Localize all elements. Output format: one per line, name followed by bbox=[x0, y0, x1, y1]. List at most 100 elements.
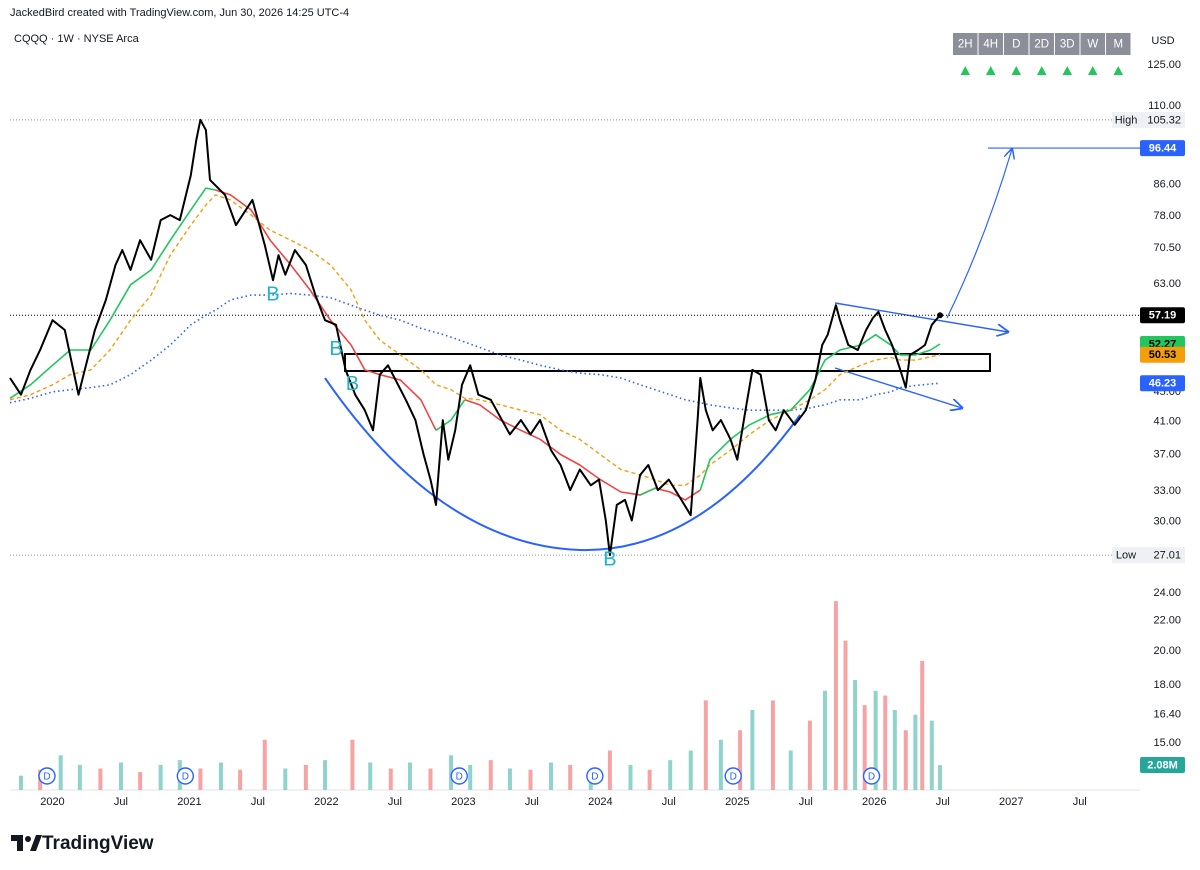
trend-indicator bbox=[1062, 66, 1072, 75]
volume-bar bbox=[938, 765, 943, 790]
x-tick-label: 2021 bbox=[177, 796, 201, 808]
y-tick-label: 37.00 bbox=[1153, 448, 1181, 460]
volume-bar bbox=[218, 762, 223, 790]
volume-bar bbox=[303, 764, 308, 790]
dividend-marker bbox=[724, 767, 742, 785]
extreme-value: 105.32 bbox=[1147, 114, 1181, 126]
dividend-marker bbox=[450, 767, 468, 785]
moving-average bbox=[9, 187, 941, 496]
y-tick-label: 63.00 bbox=[1153, 278, 1181, 290]
timeframe-label: 2D bbox=[1034, 39, 1049, 51]
y-tick-label: 16.40 bbox=[1153, 709, 1181, 721]
pattern-label: B bbox=[346, 373, 359, 395]
cup-arc bbox=[324, 377, 801, 552]
symbol-info: CQQQ · 1W · NYSE Arca bbox=[14, 33, 140, 45]
timeframe-label: D bbox=[1012, 39, 1020, 51]
y-tick-label: 30.00 bbox=[1153, 515, 1181, 527]
volume-bar bbox=[750, 709, 755, 790]
pattern-label: B bbox=[603, 548, 616, 570]
timeframe-label: M bbox=[1113, 39, 1123, 51]
volume-badge: 2.08M bbox=[1147, 759, 1178, 771]
volume-bar bbox=[18, 775, 23, 790]
dividend-marker bbox=[862, 767, 881, 785]
volume-bar bbox=[283, 768, 288, 790]
extreme-value-bg bbox=[1140, 547, 1185, 564]
y-tick-label: 70.50 bbox=[1153, 242, 1181, 254]
timeframe-button bbox=[953, 33, 978, 55]
volume-bar bbox=[368, 762, 373, 790]
price-badge: 57.19 bbox=[1149, 310, 1177, 322]
volume-bar bbox=[607, 750, 612, 790]
volume-bar bbox=[323, 760, 328, 790]
extreme-label-bg bbox=[1112, 547, 1140, 564]
volume-bar bbox=[883, 695, 888, 790]
volume-bar bbox=[238, 769, 243, 790]
volume-bar bbox=[807, 720, 812, 790]
volume-bar bbox=[788, 750, 793, 790]
y-tick-label: 78.00 bbox=[1153, 210, 1181, 222]
volume-bar bbox=[920, 660, 925, 790]
volume-bar bbox=[449, 755, 454, 790]
x-tick-label: Jul bbox=[936, 796, 950, 808]
x-tick-label: 2022 bbox=[314, 796, 338, 808]
volume-bar bbox=[913, 714, 918, 790]
trend-indicator bbox=[1011, 66, 1021, 75]
extreme-label: High bbox=[1115, 114, 1138, 126]
x-tick-label: Jul bbox=[1073, 796, 1087, 808]
volume-bar bbox=[770, 700, 775, 790]
trend-indicator bbox=[1088, 66, 1098, 75]
volume-bar bbox=[138, 772, 143, 790]
price-badge-bg bbox=[1140, 307, 1185, 324]
price-line bbox=[9, 118, 941, 557]
dividend-marker bbox=[586, 767, 604, 785]
timeframe-button bbox=[1004, 33, 1029, 55]
volume-bar bbox=[468, 764, 473, 790]
volume-bar bbox=[903, 730, 908, 790]
upper-trendline bbox=[834, 302, 1008, 332]
y-tick-label: 24.00 bbox=[1153, 587, 1181, 599]
brand-name: TradingView bbox=[42, 833, 154, 854]
price-badge: 50.53 bbox=[1149, 349, 1177, 361]
target-badge: 96.44 bbox=[1149, 142, 1177, 154]
moving-average bbox=[9, 292, 941, 411]
dividend-label: D bbox=[182, 772, 189, 783]
timeframe-label: 4H bbox=[983, 39, 998, 51]
volume-bar bbox=[428, 768, 433, 790]
volume-bar bbox=[549, 762, 554, 790]
x-tick-label: 2024 bbox=[588, 796, 612, 808]
x-tick-label: Jul bbox=[388, 796, 402, 808]
volume-bar bbox=[892, 709, 897, 790]
y-tick-label: 18.00 bbox=[1153, 679, 1181, 691]
last-price-dot bbox=[937, 312, 944, 319]
dividend-label: D bbox=[868, 772, 875, 783]
dividend-label: D bbox=[43, 772, 50, 783]
timeframe-label: 3D bbox=[1060, 39, 1075, 51]
price-badge-bg bbox=[1140, 346, 1185, 363]
volume-bar bbox=[568, 764, 573, 790]
timeframe-button bbox=[1029, 33, 1054, 55]
timeframe-button bbox=[1055, 33, 1080, 55]
volume-bar bbox=[118, 762, 123, 790]
volume-bar bbox=[158, 764, 163, 790]
x-tick-label: Jul bbox=[799, 796, 813, 808]
volume-bar bbox=[668, 760, 673, 790]
timeframe-label: 2H bbox=[958, 39, 973, 51]
x-tick-label: 2020 bbox=[40, 796, 64, 808]
volume-bar bbox=[853, 680, 858, 790]
resistance-box bbox=[344, 353, 991, 372]
x-tick-label: 2025 bbox=[725, 796, 749, 808]
volume-bar bbox=[528, 769, 533, 790]
x-tick-label: Jul bbox=[114, 796, 128, 808]
volume-bar bbox=[843, 640, 848, 790]
x-tick-label: 2026 bbox=[862, 796, 886, 808]
volume-bar bbox=[822, 690, 827, 790]
extreme-label: Low bbox=[1116, 550, 1136, 562]
volume-bar bbox=[873, 690, 878, 790]
volume-bar bbox=[262, 739, 267, 790]
dividend-label: D bbox=[730, 772, 737, 783]
moving-average bbox=[9, 194, 941, 486]
trend-indicator bbox=[986, 66, 996, 75]
dividend-marker bbox=[38, 767, 56, 785]
volume-bar bbox=[833, 601, 838, 790]
price-badge-bg bbox=[1140, 375, 1185, 392]
